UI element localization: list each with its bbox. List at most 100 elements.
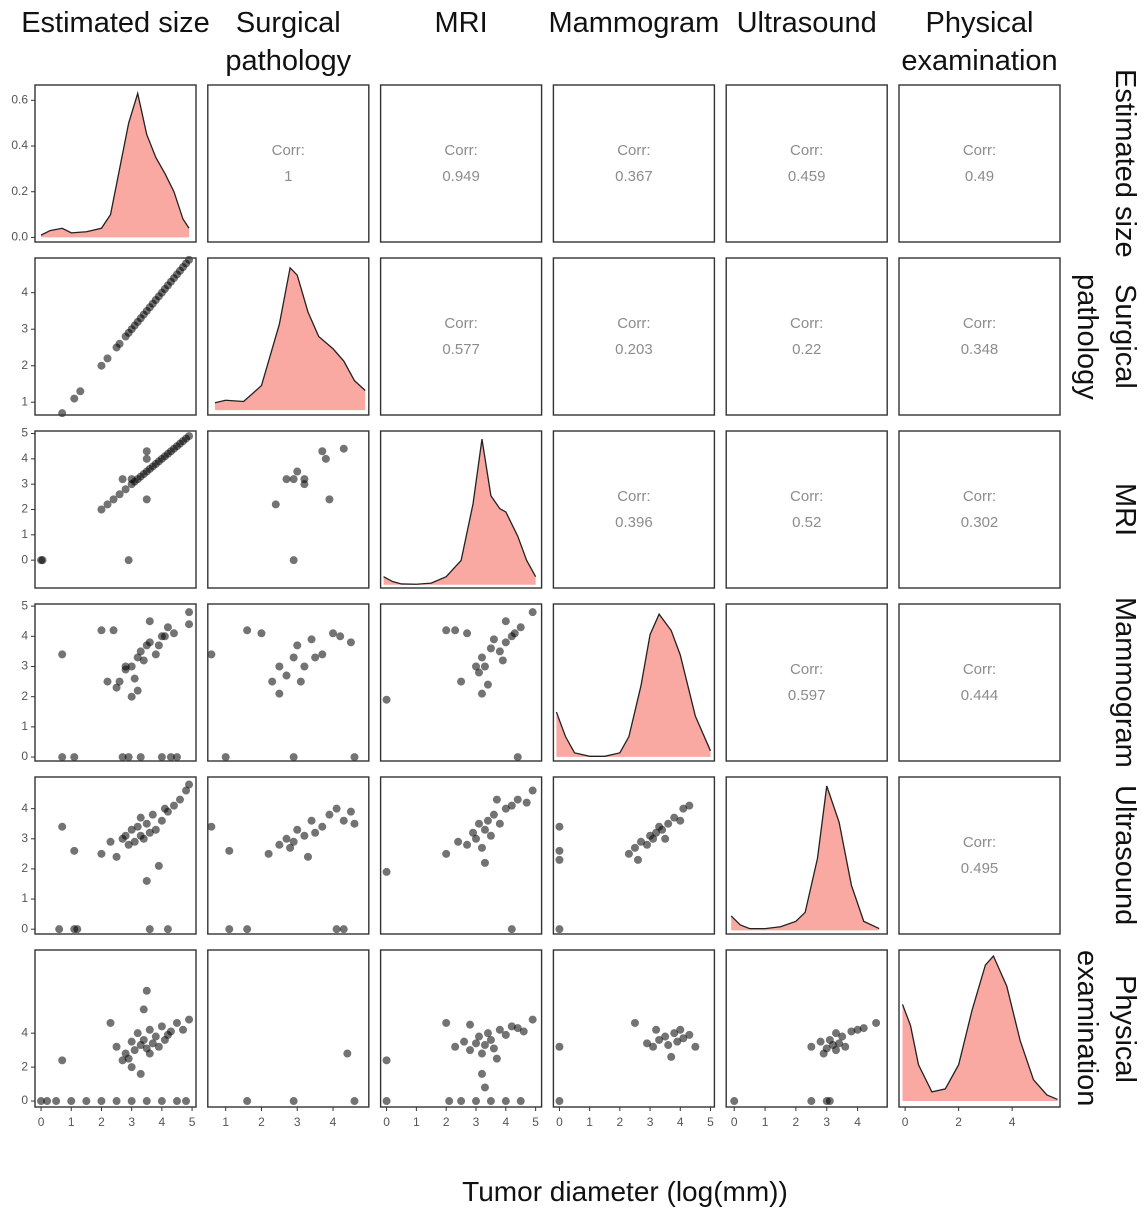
point xyxy=(838,1032,847,1041)
point xyxy=(495,647,504,656)
point xyxy=(480,1041,489,1050)
point xyxy=(489,635,498,644)
x-axis-title: Tumor diameter (log(mm)) xyxy=(462,1176,788,1207)
panel-border xyxy=(207,430,370,589)
x-tick-label: 2 xyxy=(617,1115,624,1129)
panel-border xyxy=(552,776,716,935)
y-tick-label: 3 xyxy=(21,476,28,490)
point xyxy=(264,849,273,858)
y-tick-label: 4 xyxy=(21,285,28,299)
point xyxy=(271,500,280,509)
point xyxy=(289,1097,298,1106)
point xyxy=(495,819,504,828)
y-tick-label: 0 xyxy=(21,1093,28,1107)
point xyxy=(555,925,564,934)
point xyxy=(112,852,121,861)
point xyxy=(289,837,298,846)
point xyxy=(321,454,330,463)
point xyxy=(268,677,277,686)
point xyxy=(157,1097,166,1106)
panel-border xyxy=(898,776,1061,935)
y-tick-label: 4 xyxy=(21,801,28,815)
point xyxy=(630,1018,639,1027)
panel-border xyxy=(379,776,543,935)
point xyxy=(382,1097,391,1106)
panel-border xyxy=(898,949,1061,1108)
y-tick-label: 3 xyxy=(21,321,28,335)
point xyxy=(825,1097,834,1106)
point xyxy=(106,1018,115,1027)
corr-value: 0.367 xyxy=(615,168,653,185)
row-label: Mammogram xyxy=(1109,597,1141,768)
corr-label: Corr: xyxy=(963,661,996,678)
x-tick-label: 0 xyxy=(902,1115,909,1129)
corr-label: Corr: xyxy=(790,661,823,678)
x-tick-label: 0 xyxy=(731,1115,738,1129)
point xyxy=(318,447,327,456)
point xyxy=(480,825,489,834)
point xyxy=(293,825,302,834)
point xyxy=(303,852,312,861)
point xyxy=(142,819,151,828)
point xyxy=(243,1097,252,1106)
corr-value: 0.49 xyxy=(965,168,994,185)
point xyxy=(472,662,481,671)
point xyxy=(97,1097,106,1106)
point xyxy=(311,653,320,662)
point xyxy=(474,819,483,828)
point xyxy=(109,495,118,504)
point xyxy=(658,825,667,834)
panel-border xyxy=(207,84,370,243)
column-label: Estimated size xyxy=(21,7,210,39)
point xyxy=(451,1042,460,1051)
point xyxy=(257,629,266,638)
point xyxy=(289,653,298,662)
point xyxy=(670,1029,679,1038)
point xyxy=(243,626,252,635)
point xyxy=(130,1046,139,1055)
point xyxy=(307,816,316,825)
point xyxy=(816,1037,825,1046)
y-tick-label: 2 xyxy=(21,861,28,875)
point xyxy=(501,638,510,647)
point xyxy=(513,1024,522,1033)
point xyxy=(463,840,472,849)
corr-value: 0.597 xyxy=(788,687,826,704)
point xyxy=(275,662,284,671)
x-tick-label: 4 xyxy=(159,1115,166,1129)
corr-value: 0.348 xyxy=(961,341,999,358)
corr-label: Corr: xyxy=(790,315,823,332)
x-tick-label: 3 xyxy=(128,1115,135,1129)
point xyxy=(172,1018,181,1027)
point xyxy=(58,650,67,659)
point xyxy=(52,1097,61,1106)
point xyxy=(346,638,355,647)
point xyxy=(649,1042,658,1051)
point xyxy=(685,801,694,810)
panel-border xyxy=(552,603,716,762)
point xyxy=(664,819,673,828)
row-label: Physical examination xyxy=(1071,950,1141,1107)
point xyxy=(685,1030,694,1039)
point xyxy=(463,629,472,638)
point xyxy=(58,822,67,831)
point xyxy=(841,1042,850,1051)
panel-border xyxy=(725,430,888,589)
point xyxy=(307,635,316,644)
point xyxy=(124,840,133,849)
point xyxy=(498,656,507,665)
point xyxy=(343,1049,352,1058)
y-tick-label: 0.6 xyxy=(11,92,28,106)
corr-value: 0.302 xyxy=(961,514,999,531)
point xyxy=(667,1052,676,1061)
point xyxy=(472,834,481,843)
panel-border xyxy=(34,603,197,762)
point xyxy=(142,986,151,995)
point xyxy=(221,753,230,762)
x-tick-label: 1 xyxy=(68,1115,75,1129)
y-tick-label: 5 xyxy=(21,598,28,612)
point xyxy=(145,925,154,934)
y-tick-label: 1 xyxy=(21,527,28,541)
point xyxy=(58,753,67,762)
